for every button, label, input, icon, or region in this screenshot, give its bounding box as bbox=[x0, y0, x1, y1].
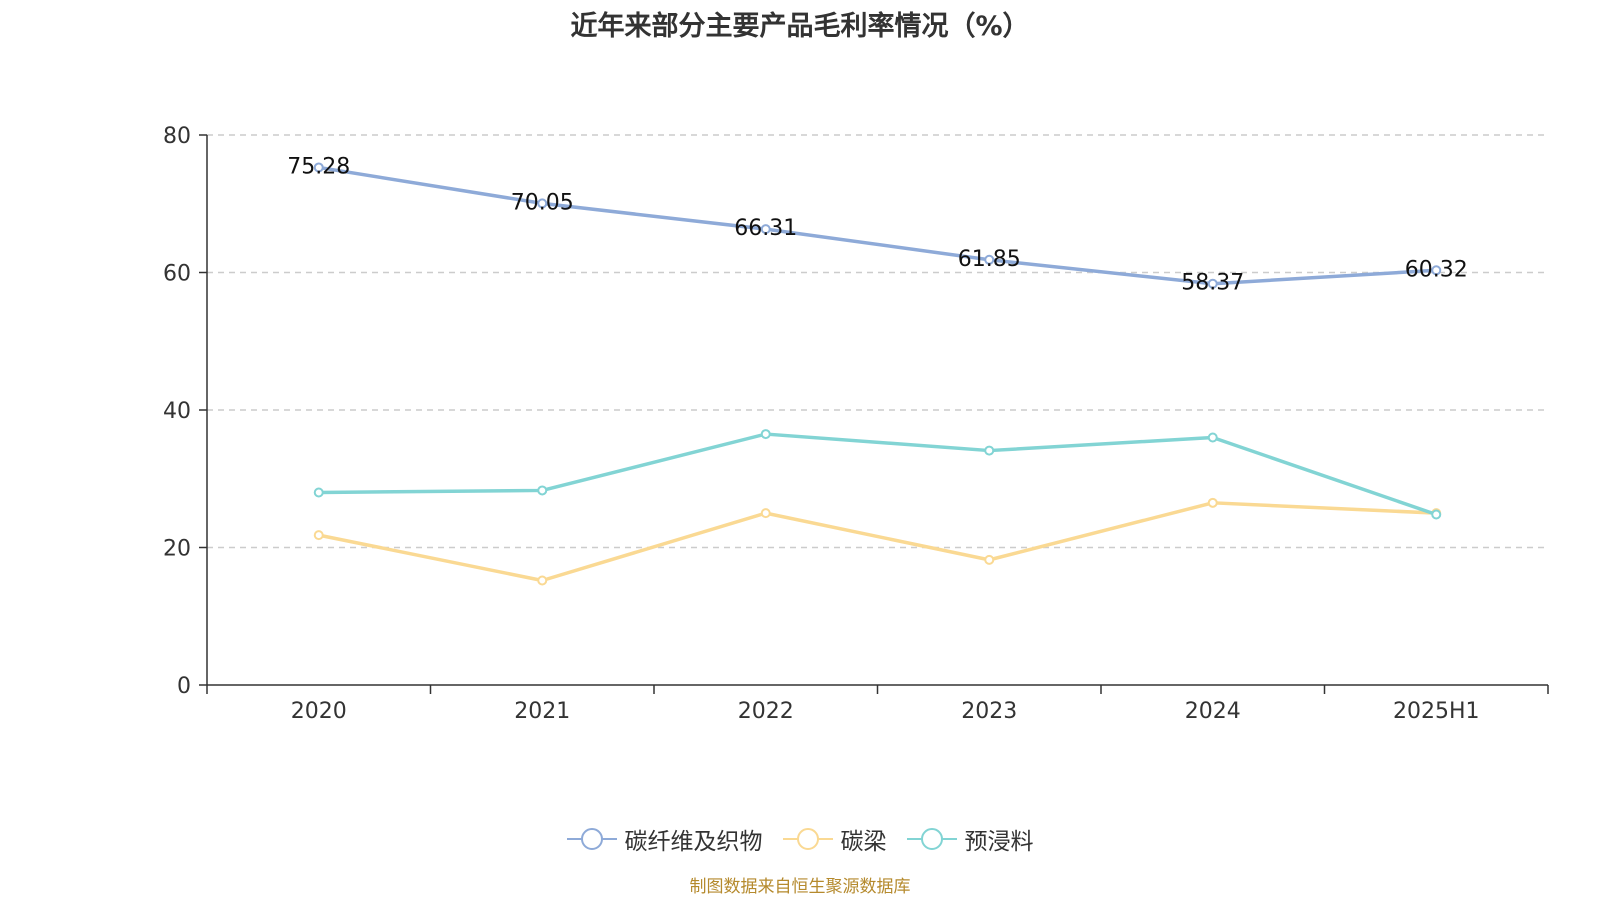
data-point bbox=[537, 198, 548, 209]
data-point bbox=[1207, 497, 1218, 508]
x-tick-label: 2023 bbox=[961, 699, 1017, 724]
data-label: 58.37 bbox=[1181, 271, 1244, 296]
y-tick-label: 80 bbox=[163, 124, 191, 149]
x-tick-label: 2022 bbox=[738, 699, 794, 724]
data-point bbox=[537, 575, 548, 586]
legend-label: 碳纤维及织物 bbox=[624, 829, 763, 855]
data-label: 75.28 bbox=[287, 154, 350, 179]
data-labels: 75.28 70.05 66.31 61.85 58.37 60.32 bbox=[287, 154, 1467, 295]
data-label: 66.31 bbox=[734, 216, 797, 241]
data-point bbox=[1207, 278, 1218, 289]
series-line bbox=[318, 432, 1437, 517]
y-tick-label: 60 bbox=[163, 262, 191, 287]
series-line bbox=[318, 165, 1437, 286]
data-point bbox=[760, 224, 771, 235]
data-point bbox=[313, 487, 324, 498]
data-point bbox=[760, 508, 771, 519]
y-tick-label: 20 bbox=[163, 537, 191, 562]
legend: 碳纤维及织物 碳梁 预浸料 bbox=[0, 822, 1600, 856]
data-point bbox=[1431, 265, 1442, 276]
legend-label: 预浸料 bbox=[964, 829, 1034, 855]
legend-item[interactable]: 预浸料 bbox=[906, 822, 1034, 856]
x-tick-label: 2025H1 bbox=[1393, 699, 1480, 724]
data-label: 60.32 bbox=[1405, 257, 1468, 282]
legend-swatch bbox=[906, 828, 957, 850]
y-tick-label: 40 bbox=[163, 399, 191, 424]
data-label: 61.85 bbox=[958, 247, 1021, 272]
legend-label: 碳梁 bbox=[840, 829, 887, 855]
legend-swatch-marker bbox=[796, 828, 819, 850]
data-label: 70.05 bbox=[511, 190, 574, 215]
legend-item[interactable]: 碳梁 bbox=[782, 822, 887, 856]
data-point bbox=[313, 530, 324, 541]
grid-lines bbox=[207, 134, 1548, 549]
y-tick-label: 0 bbox=[177, 674, 191, 699]
chart-title: 近年来部分主要产品毛利率情况（%） bbox=[570, 11, 1030, 42]
legend-item[interactable]: 碳纤维及织物 bbox=[566, 822, 763, 856]
legend-swatch-marker bbox=[580, 828, 603, 850]
x-tick-label: 2020 bbox=[291, 699, 347, 724]
data-point bbox=[1431, 509, 1442, 520]
series bbox=[313, 162, 1442, 586]
legend-swatch bbox=[782, 828, 833, 850]
axes: 0 20 40 60 80 2020 2021 2022 2023 2024 2025H1 bbox=[163, 124, 1549, 724]
data-point bbox=[1207, 432, 1218, 443]
x-tick-label: 2021 bbox=[514, 699, 570, 724]
data-point bbox=[760, 429, 771, 440]
legend-swatch-marker bbox=[920, 828, 943, 850]
series-line bbox=[318, 501, 1437, 583]
data-point bbox=[984, 554, 995, 565]
legend-swatch bbox=[566, 828, 617, 850]
data-point bbox=[984, 254, 995, 265]
data-point bbox=[537, 485, 548, 496]
source-note: 制图数据来自恒生聚源数据库 bbox=[689, 877, 911, 897]
x-tick-label: 2024 bbox=[1185, 699, 1241, 724]
data-point bbox=[984, 445, 995, 456]
data-point bbox=[313, 162, 324, 173]
